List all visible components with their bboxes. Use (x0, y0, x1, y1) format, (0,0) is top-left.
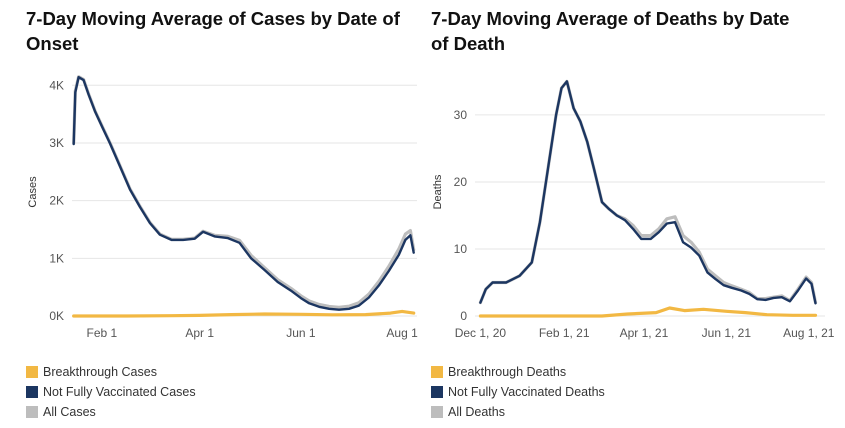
legend-label: Breakthrough Cases (43, 365, 157, 379)
not-vaccinated-swatch (26, 386, 38, 398)
chart-title: 7-Day Moving Average of Cases by Date of… (26, 8, 400, 54)
x-tick-label: Jun 1 (286, 326, 316, 340)
breakthrough-cases-line[interactable] (72, 309, 416, 318)
y-tick-label: 1K (49, 251, 64, 265)
x-tick-label: Dec 1, 20 (455, 326, 507, 340)
y-tick-label: 10 (454, 242, 468, 256)
breakthrough-swatch (26, 366, 38, 378)
legend-label: Not Fully Vaccinated Cases (43, 385, 196, 399)
deaths-chart-panel: 7-Day Moving Average of Deaths by Date o… (425, 0, 845, 428)
cases-chart: 0K 1K 2K 3K 4K Feb 1 Apr 1 Jun 1 Aug 1 Cases (27, 75, 418, 340)
legend-label: All Deaths (448, 405, 505, 419)
y-tick-label: 3K (49, 136, 64, 150)
legend-item-all[interactable]: All Cases (26, 402, 196, 422)
all-swatch (26, 406, 38, 418)
legend-label: All Cases (43, 405, 96, 419)
y-tick-label: 0 (460, 309, 467, 323)
all-swatch (431, 406, 443, 418)
not-fully-vaccinated-deaths-line[interactable] (479, 80, 817, 305)
breakthrough-deaths-line[interactable] (478, 306, 818, 318)
not-fully-vaccinated-cases-line[interactable] (72, 75, 415, 311)
not-vaccinated-swatch (431, 386, 443, 398)
legend-item-not-vaccinated[interactable]: Not Fully Vaccinated Deaths (431, 382, 605, 402)
deaths-chart: 0 10 20 30 Dec 1, 20 Feb 1, 21 Apr 1, 21 Jun 1,… (432, 79, 835, 340)
y-tick-label: 0K (49, 309, 64, 323)
legend-label: Not Fully Vaccinated Deaths (448, 385, 605, 399)
y-tick-label: 2K (49, 194, 64, 208)
y-axis-label: Cases (27, 176, 39, 208)
legend-item-breakthrough[interactable]: Breakthrough Cases (26, 362, 196, 382)
x-tick-label: Jun 1, 21 (702, 326, 752, 340)
legend: Breakthrough Deaths Not Fully Vaccinated… (431, 362, 605, 422)
x-tick-label: Aug 1, 21 (783, 326, 835, 340)
legend-label: Breakthrough Deaths (448, 365, 567, 379)
cases-chart-panel: 7-Day Moving Average of Cases by Date of… (0, 0, 420, 428)
x-tick-label: Aug 1 (386, 326, 418, 340)
legend: Breakthrough Cases Not Fully Vaccinated … (26, 362, 196, 422)
legend-item-breakthrough[interactable]: Breakthrough Deaths (431, 362, 605, 382)
legend-item-all[interactable]: All Deaths (431, 402, 605, 422)
x-tick-label: Apr 1, 21 (620, 326, 669, 340)
chart-title: 7-Day Moving Average of Deaths by Date o… (431, 8, 790, 54)
x-tick-label: Apr 1 (185, 326, 214, 340)
breakthrough-swatch (431, 366, 443, 378)
y-tick-label: 20 (454, 175, 468, 189)
all-cases-line[interactable] (72, 75, 416, 309)
y-tick-label: 4K (49, 78, 64, 92)
legend-item-not-vaccinated[interactable]: Not Fully Vaccinated Cases (26, 382, 196, 402)
y-tick-label: 30 (454, 108, 468, 122)
x-tick-label: Feb 1 (87, 326, 118, 340)
x-tick-label: Feb 1, 21 (539, 326, 590, 340)
y-axis-label: Deaths (432, 174, 444, 209)
